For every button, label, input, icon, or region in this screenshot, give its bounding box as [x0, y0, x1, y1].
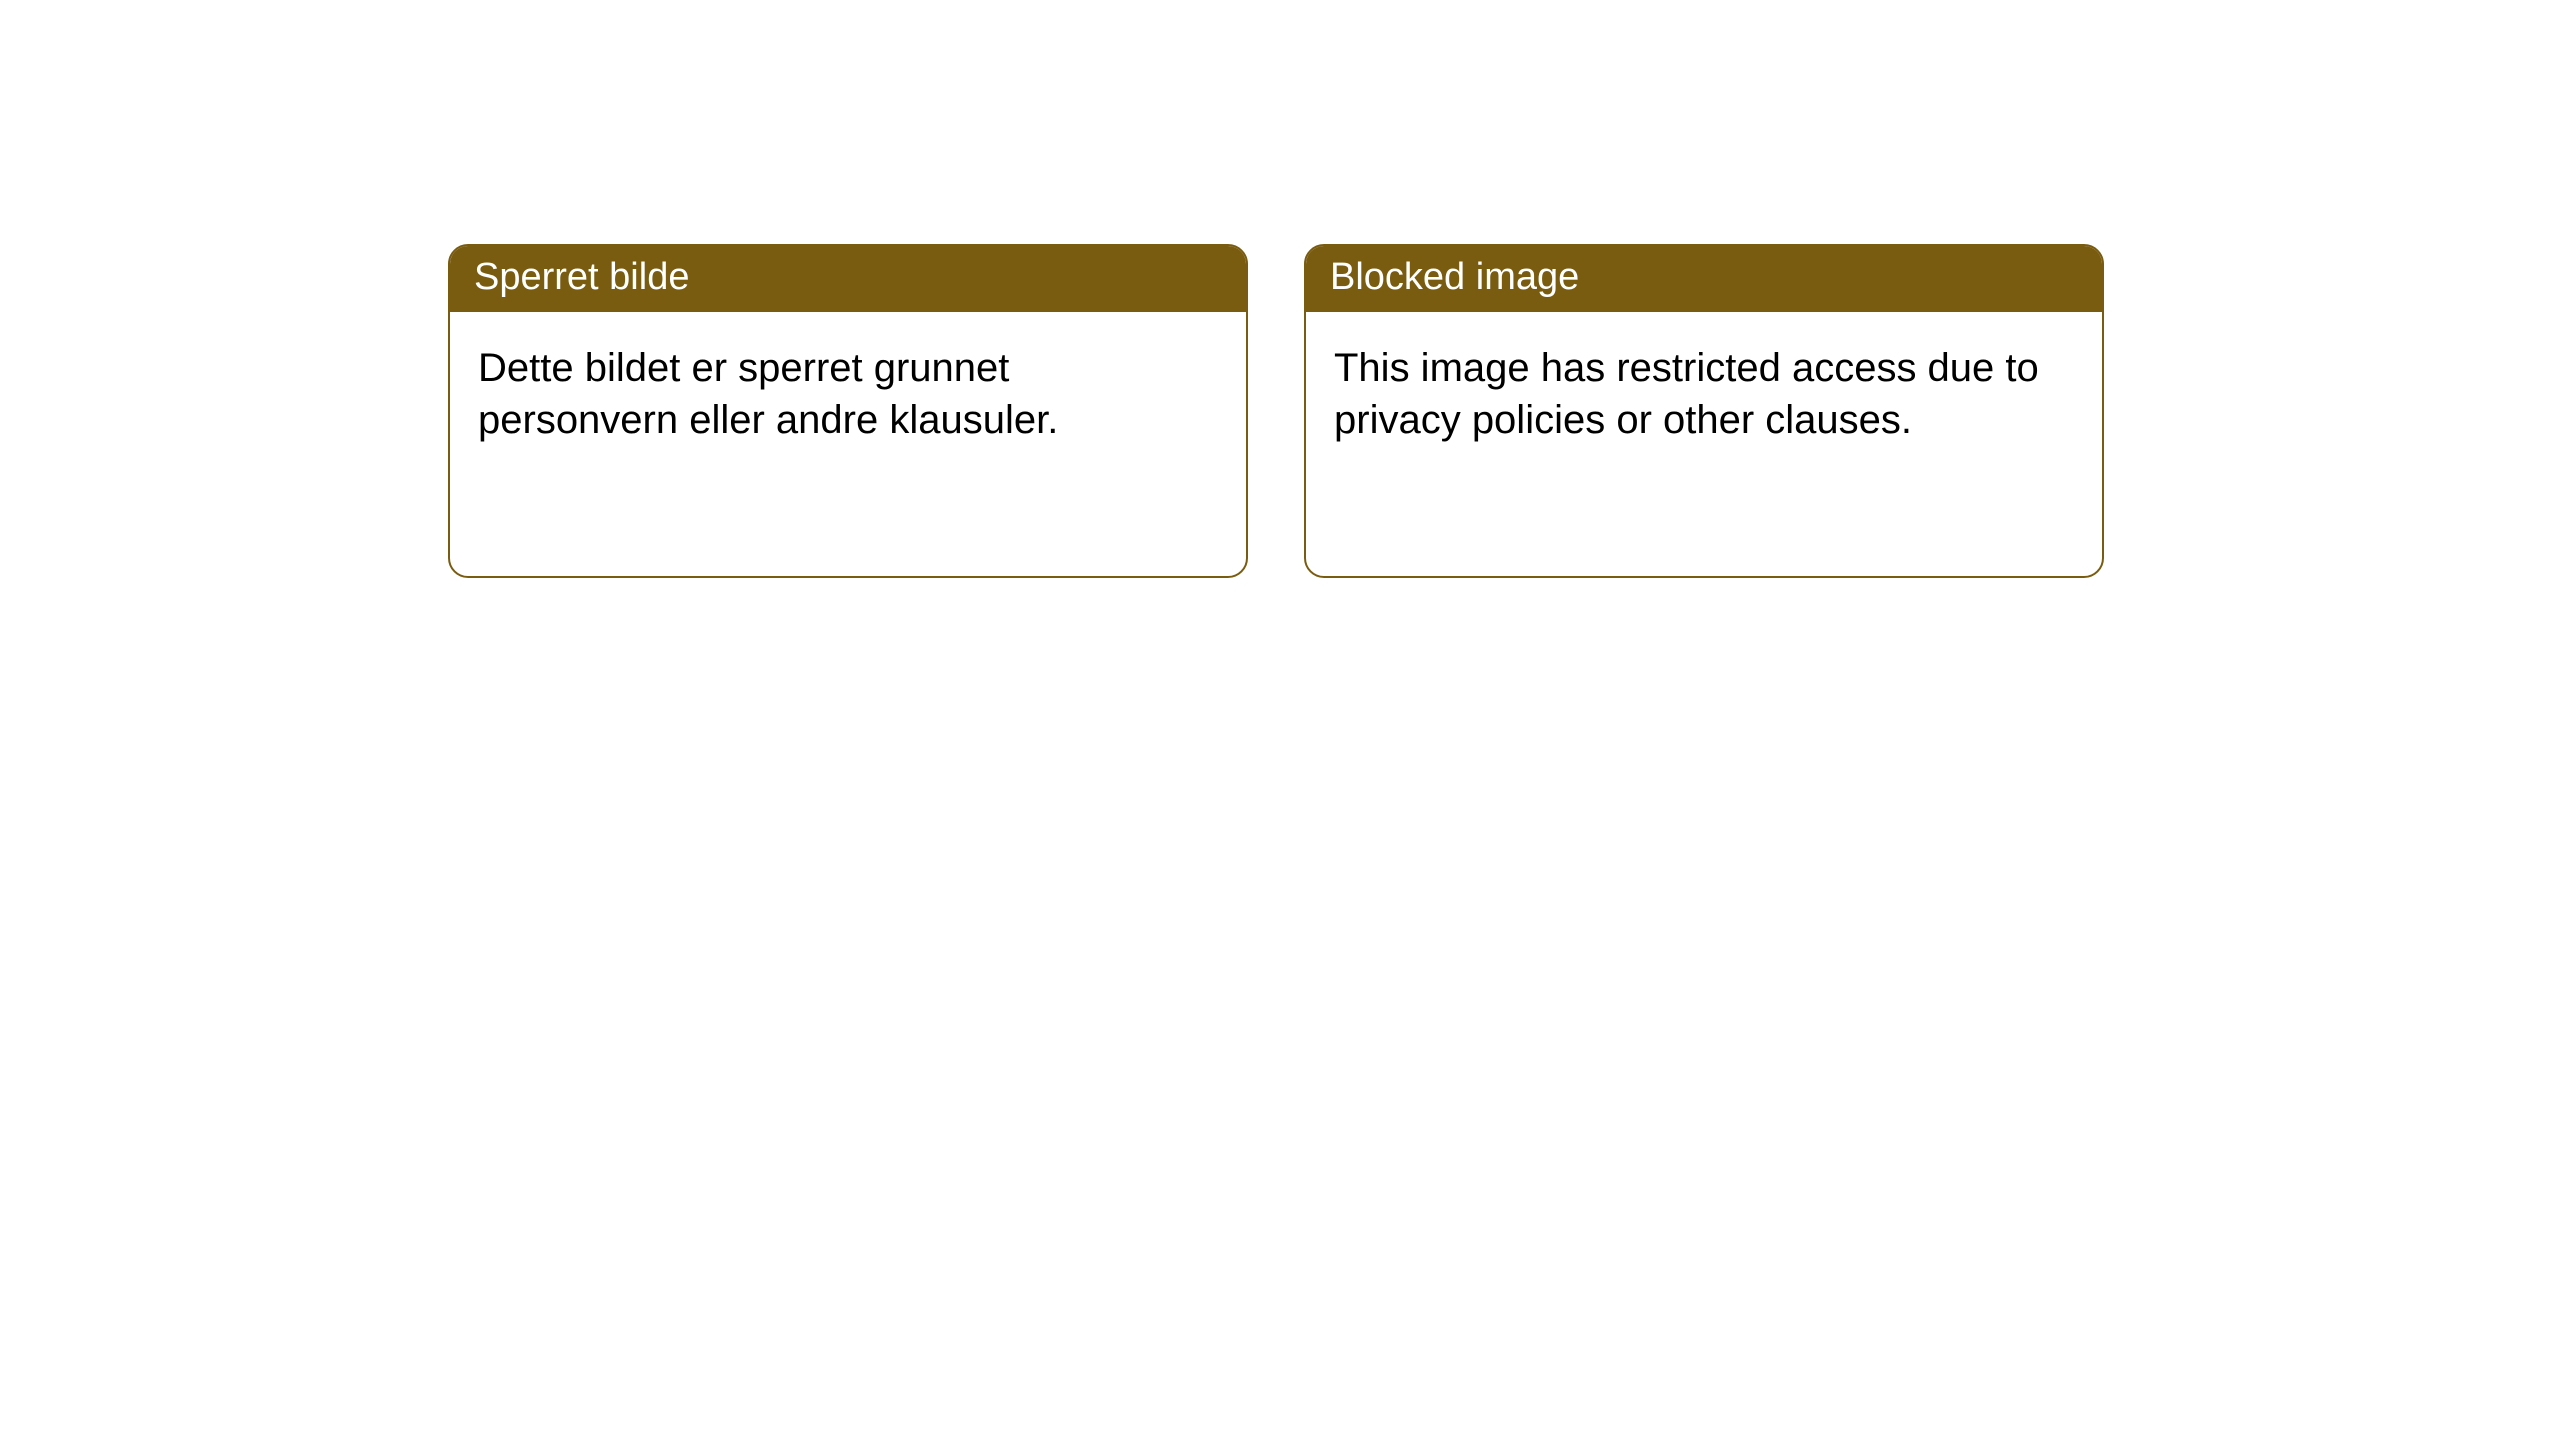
notice-card-norwegian: Sperret bilde Dette bildet er sperret gr…: [448, 244, 1248, 578]
notice-card-body: Dette bildet er sperret grunnet personve…: [450, 312, 1246, 470]
notice-card-english: Blocked image This image has restricted …: [1304, 244, 2104, 578]
notice-card-title: Sperret bilde: [450, 246, 1246, 312]
notice-container: Sperret bilde Dette bildet er sperret gr…: [0, 0, 2560, 578]
notice-card-title: Blocked image: [1306, 246, 2102, 312]
notice-card-body: This image has restricted access due to …: [1306, 312, 2102, 470]
